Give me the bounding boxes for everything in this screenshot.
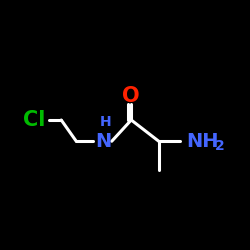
Text: NH: NH <box>186 132 219 151</box>
Text: 2: 2 <box>215 139 225 153</box>
Text: H: H <box>100 116 112 130</box>
Text: O: O <box>122 86 140 106</box>
Text: N: N <box>96 132 112 151</box>
Text: Cl: Cl <box>22 110 45 130</box>
